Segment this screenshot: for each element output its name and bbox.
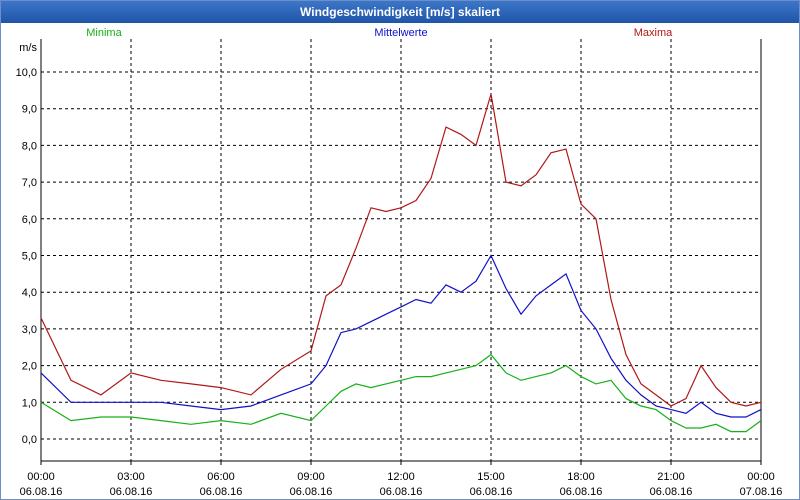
x-tick-date: 06.08.16 [110, 486, 153, 498]
x-tick-time: 03:00 [117, 471, 145, 483]
series-line-maxima [40, 93, 762, 407]
x-tick-time: 00:00 [747, 471, 775, 483]
x-tick-date: 06.08.16 [470, 486, 513, 498]
x-tick-date: 06.08.16 [650, 486, 693, 498]
legend: Minima Mittelwerte Maxima [86, 27, 673, 39]
x-tick-time: 15:00 [477, 471, 505, 483]
x-tick-date: 06.08.16 [290, 486, 333, 498]
x-tick-date: 06.08.16 [560, 486, 603, 498]
x-tick-time: 12:00 [387, 471, 415, 483]
y-tick-label: 8,0 [22, 140, 37, 152]
y-tick-label: 6,0 [22, 214, 37, 226]
x-tick-date: 07.08.16 [740, 486, 783, 498]
legend-mittelwerte: Mittelwerte [374, 27, 427, 39]
series-line-mittelwerte [40, 254, 762, 418]
line-chart: 0,0 1,0 2,0 3,0 4,0 5,0 6,0 7,0 8,0 9,0 10,0 m/s 00:… [16, 27, 783, 498]
y-tick-label: 9,0 [22, 104, 37, 116]
x-tick-time: 00:00 [27, 471, 55, 483]
grid [41, 39, 761, 461]
x-tick-time: 06:00 [207, 471, 235, 483]
x-tick-time: 09:00 [297, 471, 325, 483]
x-tick-time: 21:00 [657, 471, 685, 483]
y-tick-label: 10,0 [16, 67, 37, 79]
x-tick-date: 06.08.16 [380, 486, 423, 498]
y-tick-label: 0,0 [22, 434, 37, 446]
x-tick-date: 06.08.16 [200, 486, 243, 498]
y-tick-label: 7,0 [22, 177, 37, 189]
y-axis-label: m/s [19, 42, 37, 54]
y-tick-label: 2,0 [22, 361, 37, 373]
y-tick-label: 1,0 [22, 397, 37, 409]
axes: 0,0 1,0 2,0 3,0 4,0 5,0 6,0 7,0 8,0 9,0 10,0 m/s 00:… [16, 39, 783, 498]
legend-maxima: Maxima [634, 27, 673, 39]
y-tick-label: 3,0 [22, 324, 37, 336]
window-title: Windgeschwindigkeit [m/s] skaliert [1, 1, 799, 23]
y-tick-label: 4,0 [22, 287, 37, 299]
y-tick-label: 5,0 [22, 251, 37, 263]
x-tick-time: 18:00 [567, 471, 595, 483]
x-tick-date: 06.08.16 [20, 486, 63, 498]
series-layer [40, 93, 762, 433]
series-line-minima [40, 353, 762, 433]
legend-minima: Minima [86, 27, 122, 39]
